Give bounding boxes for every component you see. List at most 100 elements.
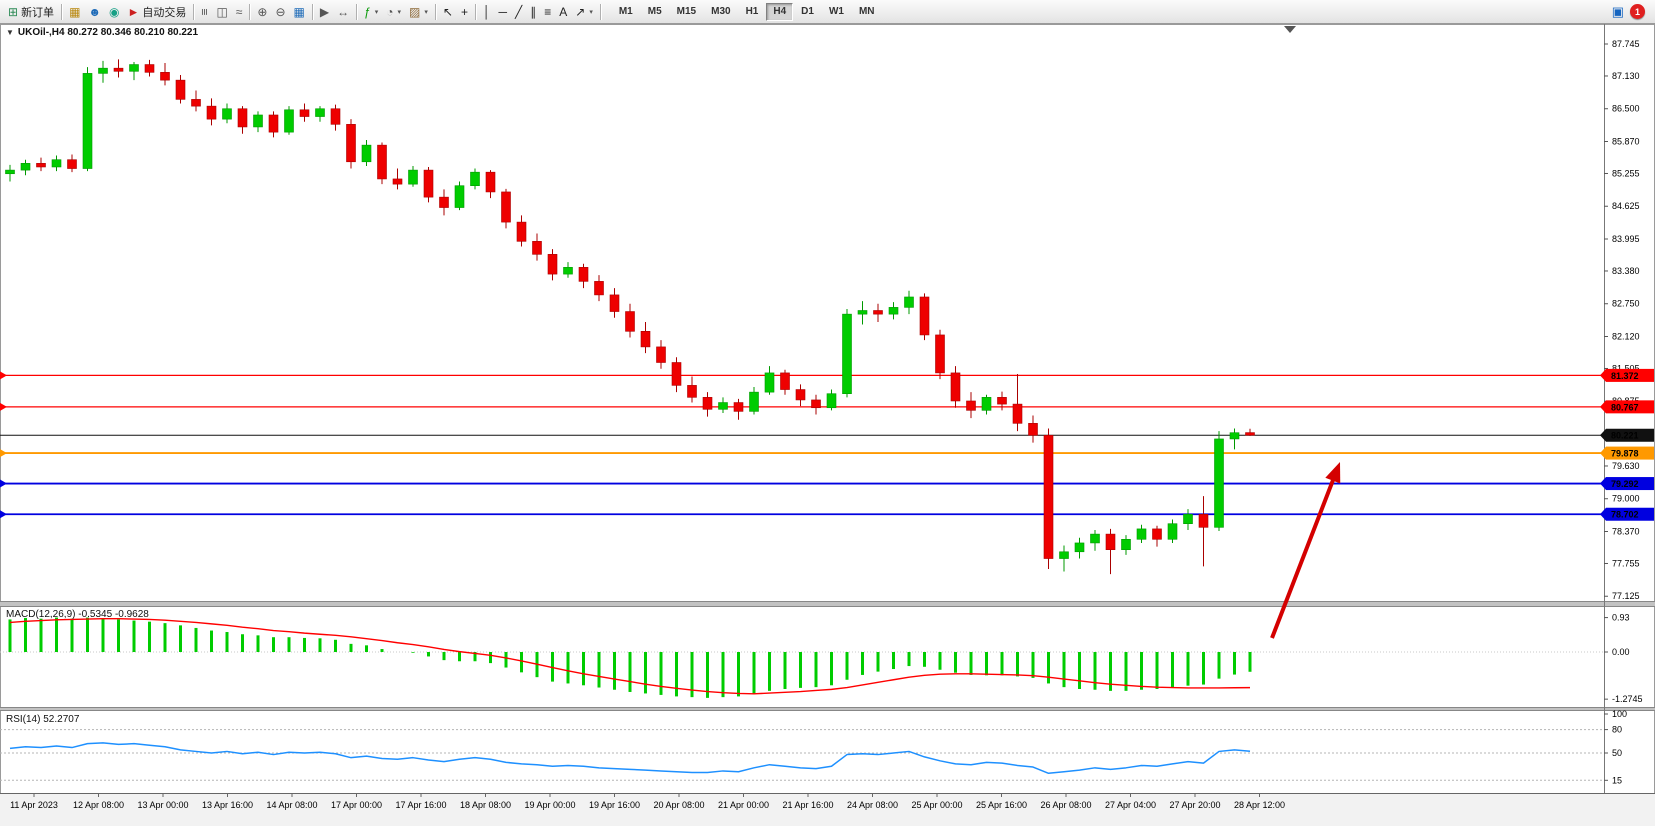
zoom-out-button[interactable]: ⊖ <box>271 2 289 22</box>
vertical-line-button[interactable]: │ <box>479 2 495 22</box>
chart-frame <box>0 24 1655 826</box>
svg-text:80.221: 80.221 <box>1611 431 1639 441</box>
toolbar-right-cluster: ▣ 1 <box>1612 4 1651 19</box>
tile-windows-button[interactable]: ▦ <box>290 2 309 22</box>
data-window-icon: ◉ <box>109 4 120 19</box>
data-window-button[interactable]: ◉ <box>105 2 123 22</box>
profiles-icon: ☻ <box>88 4 102 19</box>
timeframe-h4[interactable]: H4 <box>766 2 794 21</box>
svg-text:24 Apr 08:00: 24 Apr 08:00 <box>847 800 898 810</box>
arrows-button[interactable]: ↗ ▾ <box>571 2 597 22</box>
chart-shift-marker[interactable] <box>1284 26 1296 33</box>
chart-menu-icon[interactable]: ▼ <box>6 28 14 37</box>
chart-shift-button[interactable]: ↔ <box>333 2 353 22</box>
panel-separators[interactable] <box>0 601 1655 711</box>
dropdown-caret-icon: ▾ <box>374 8 379 16</box>
indicators-button[interactable]: ƒ ▾ <box>360 2 382 22</box>
toolbar-separator <box>474 3 476 20</box>
svg-text:0.00: 0.00 <box>1612 647 1630 657</box>
svg-text:25 Apr 00:00: 25 Apr 00:00 <box>911 800 962 810</box>
svg-text:85.870: 85.870 <box>1612 137 1640 147</box>
svg-text:13 Apr 00:00: 13 Apr 00:00 <box>137 800 188 810</box>
auto-trading-button[interactable]: ► 自动交易 <box>124 2 191 22</box>
svg-text:82.120: 82.120 <box>1612 332 1640 342</box>
svg-text:25 Apr 16:00: 25 Apr 16:00 <box>976 800 1027 810</box>
toolbar-separator <box>61 3 63 20</box>
trendline-button[interactable]: ╱ <box>511 2 526 22</box>
svg-text:-1.2745: -1.2745 <box>1612 694 1643 704</box>
svg-text:15: 15 <box>1612 775 1622 785</box>
svg-text:20 Apr 08:00: 20 Apr 08:00 <box>653 800 704 810</box>
timeframe-m1[interactable]: M1 <box>612 3 640 21</box>
notifications-icon[interactable]: ▣ <box>1611 4 1624 19</box>
svg-text:26 Apr 08:00: 26 Apr 08:00 <box>1040 800 1091 810</box>
timeframe-m5[interactable]: M5 <box>641 3 669 21</box>
main-toolbar: ⊞ 新订单 ▦ ☻ ◉ ► 自动交易 ≡ ◫ ≈ ⊕ ⊖ ▦ ▶ ↔ ƒ ▾ ◔ ▾ ▨ ▾ ↖ + │ ─ ╱ ∥ ≡ A ↗ ▾ M1 M5… <box>0 0 1655 24</box>
svg-text:21 Apr 16:00: 21 Apr 16:00 <box>782 800 833 810</box>
timeframe-m15[interactable]: M15 <box>670 3 703 21</box>
candlestick-chart-button[interactable]: ◫ <box>212 2 231 22</box>
bar-chart-icon: ≡ <box>197 7 212 16</box>
cursor-button[interactable]: ↖ <box>439 2 457 22</box>
bar-chart-button[interactable]: ≡ <box>197 2 212 22</box>
rsi-label: RSI(14) 52.2707 <box>6 714 80 725</box>
auto-trading-button-label: 自动交易 <box>142 6 187 19</box>
charts-grid-icon: ▦ <box>69 4 81 19</box>
svg-text:85.255: 85.255 <box>1612 168 1640 178</box>
toolbar-separator <box>434 3 436 20</box>
timeframe-d1[interactable]: D1 <box>794 3 821 21</box>
svg-text:84.625: 84.625 <box>1612 201 1640 211</box>
zoom-out-icon: ⊖ <box>275 4 286 19</box>
auto-scroll-icon: ▶ <box>319 4 330 19</box>
arrow-annotation[interactable] <box>1270 462 1341 639</box>
auto-scroll-button[interactable]: ▶ <box>316 2 333 22</box>
svg-text:80.767: 80.767 <box>1611 402 1639 412</box>
timeframe-w1[interactable]: W1 <box>822 3 851 21</box>
timeframe-m30[interactable]: M30 <box>704 3 737 21</box>
price-axis[interactable]: 87.745 87.130 86.500 85.870 85.255 84.625 83.9… <box>1604 24 1643 793</box>
charts-grid-button[interactable]: ▦ <box>65 2 84 22</box>
new-order-button[interactable]: ⊞ 新订单 <box>4 2 58 22</box>
candlestick-chart-icon: ◫ <box>216 4 228 19</box>
svg-text:78.702: 78.702 <box>1611 510 1639 520</box>
candles[interactable] <box>5 59 1255 575</box>
timeframe-toolbar: M1 M5 M15 M30 H1 H4 D1 W1 MN <box>612 2 882 21</box>
svg-text:83.380: 83.380 <box>1612 266 1640 276</box>
zoom-in-button[interactable]: ⊕ <box>253 2 271 22</box>
periods-button[interactable]: ◔ ▾ <box>382 2 405 22</box>
svg-text:13 Apr 16:00: 13 Apr 16:00 <box>202 800 253 810</box>
svg-text:50: 50 <box>1612 748 1622 758</box>
line-chart-button[interactable]: ≈ <box>232 2 247 22</box>
horizontal-line-button[interactable]: ─ <box>494 2 511 22</box>
timeframe-h1[interactable]: H1 <box>739 3 766 21</box>
svg-text:14 Apr 08:00: 14 Apr 08:00 <box>266 800 317 810</box>
text-button[interactable]: A <box>555 2 571 22</box>
timeframe-mn[interactable]: MN <box>852 3 882 21</box>
chart-shift-icon: ↔ <box>337 4 350 19</box>
time-axis[interactable]: 11 Apr 2023 12 Apr 08:00 13 Apr 00:00 13 Ap… <box>0 793 1655 826</box>
notification-badge[interactable]: 1 <box>1630 4 1645 19</box>
svg-text:79.000: 79.000 <box>1612 494 1640 504</box>
toolbar-separator <box>193 3 195 20</box>
equidistant-channel-button[interactable]: ∥ <box>526 2 540 22</box>
templates-button[interactable]: ▨ ▾ <box>405 2 432 22</box>
profiles-button[interactable]: ☻ <box>84 2 105 22</box>
svg-text:79.630: 79.630 <box>1612 461 1640 471</box>
trendline-icon: ╱ <box>515 4 523 19</box>
svg-text:27 Apr 20:00: 27 Apr 20:00 <box>1169 800 1220 810</box>
crosshair-button[interactable]: + <box>457 2 472 22</box>
svg-text:79.878: 79.878 <box>1611 449 1639 459</box>
dropdown-caret-icon: ▾ <box>589 8 593 16</box>
chart-title: ▼ UKOil-,H4 80.272 80.346 80.210 80.221 <box>6 27 198 38</box>
svg-text:100: 100 <box>1612 709 1627 719</box>
tile-windows-icon: ▦ <box>293 4 305 19</box>
dropdown-caret-icon: ▾ <box>424 8 428 16</box>
fibonacci-button[interactable]: ≡ <box>540 2 555 22</box>
toolbar-separator <box>599 3 601 20</box>
new-order-button-label: 新订单 <box>21 6 55 19</box>
new-order-icon: ⊞ <box>8 4 19 19</box>
horizontal-lines[interactable] <box>0 371 1604 519</box>
chart-title-text: UKOil-,H4 80.272 80.346 80.210 80.221 <box>17 27 199 38</box>
zoom-in-icon: ⊕ <box>257 4 268 19</box>
